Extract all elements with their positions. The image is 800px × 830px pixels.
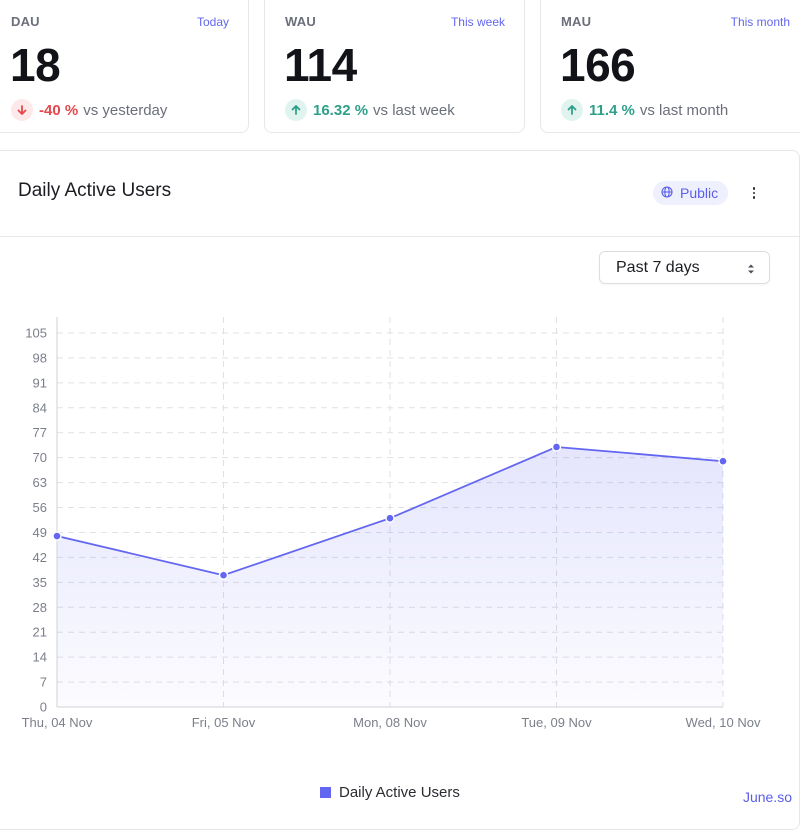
globe-icon bbox=[661, 185, 673, 201]
y-tick-label: 91 bbox=[33, 375, 47, 390]
mau-label: MAU bbox=[561, 14, 592, 29]
data-point bbox=[52, 531, 62, 541]
visibility-badge[interactable]: Public bbox=[653, 181, 729, 205]
dau-card: DAU Today 18 -40 % vs yesterday bbox=[0, 0, 249, 133]
legend-swatch bbox=[320, 786, 331, 798]
data-point bbox=[385, 513, 395, 523]
y-tick-label: 49 bbox=[33, 525, 47, 540]
dau-chart: 0 7 14 21 28 35 42 49 56 63 70 77 84 91 98 105 Thu, 04 N… bbox=[22, 317, 761, 730]
chart-title: Daily Active Users bbox=[18, 180, 172, 201]
mau-card: MAU This month 166 11.4 % vs last month bbox=[540, 0, 800, 133]
mau-change: 11.4 % vs last month bbox=[561, 98, 728, 122]
y-tick-label: 77 bbox=[33, 425, 47, 440]
y-tick-label: 42 bbox=[33, 550, 47, 565]
mau-change-percent: 11.4 % bbox=[589, 101, 635, 119]
x-tick-label: Thu, 04 Nov bbox=[22, 715, 93, 730]
select-arrows-icon bbox=[747, 262, 755, 280]
y-tick-label: 28 bbox=[33, 600, 47, 615]
more-options-icon[interactable] bbox=[746, 181, 762, 205]
wau-change: 16.32 % vs last week bbox=[285, 98, 455, 122]
mau-change-suffix: vs last month bbox=[639, 101, 729, 119]
chart-card-header: Daily Active Users Public bbox=[0, 151, 799, 237]
mau-period-link[interactable]: This month bbox=[730, 15, 790, 29]
arrow-up-icon bbox=[561, 99, 583, 121]
data-point bbox=[218, 570, 229, 580]
legend-label: Daily Active Users bbox=[339, 783, 460, 801]
dau-value: 18 bbox=[10, 39, 61, 91]
arrow-down-icon bbox=[11, 99, 33, 121]
x-tick-label: Wed, 10 Nov bbox=[686, 715, 761, 730]
mau-value: 166 bbox=[560, 39, 636, 91]
dau-period-link[interactable]: Today bbox=[196, 15, 229, 29]
y-tick-label: 35 bbox=[33, 575, 47, 590]
y-tick-label: 98 bbox=[33, 350, 47, 365]
data-point bbox=[551, 442, 562, 452]
wau-period-link[interactable]: This week bbox=[450, 15, 505, 29]
date-range-select[interactable]: Past 7 days bbox=[599, 251, 770, 284]
arrow-up-icon bbox=[285, 99, 307, 121]
dau-label: DAU bbox=[11, 14, 40, 29]
y-tick-label: 70 bbox=[33, 450, 47, 465]
y-tick-label: 21 bbox=[33, 625, 47, 640]
y-tick-label: 14 bbox=[33, 650, 47, 665]
y-tick-label: 63 bbox=[33, 475, 47, 490]
wau-value: 114 bbox=[284, 39, 357, 91]
y-tick-label: 7 bbox=[40, 675, 47, 690]
dau-change: -40 % vs yesterday bbox=[11, 98, 167, 122]
y-tick-label: 84 bbox=[33, 400, 47, 415]
june-watermark-link[interactable]: June.so bbox=[742, 789, 792, 805]
visibility-label: Public bbox=[680, 185, 719, 201]
x-tick-label: Tue, 09 Nov bbox=[521, 715, 592, 730]
wau-label: WAU bbox=[285, 14, 316, 29]
wau-change-suffix: vs last week bbox=[373, 101, 455, 119]
x-tick-label: Fri, 05 Nov bbox=[192, 715, 256, 730]
chart-legend[interactable]: Daily Active Users bbox=[320, 782, 460, 802]
x-tick-label: Mon, 08 Nov bbox=[353, 715, 427, 730]
dau-change-suffix: vs yesterday bbox=[83, 101, 168, 119]
y-tick-label: 0 bbox=[40, 700, 47, 715]
y-tick-label: 105 bbox=[25, 326, 47, 341]
date-range-value: Past 7 days bbox=[616, 258, 700, 276]
wau-change-percent: 16.32 % bbox=[313, 101, 369, 119]
y-tick-label: 56 bbox=[33, 500, 47, 515]
wau-card: WAU This week 114 16.32 % vs last week bbox=[264, 0, 525, 133]
data-point bbox=[718, 456, 728, 466]
series-area bbox=[57, 446, 723, 707]
dau-change-percent: -40 % bbox=[39, 101, 79, 119]
